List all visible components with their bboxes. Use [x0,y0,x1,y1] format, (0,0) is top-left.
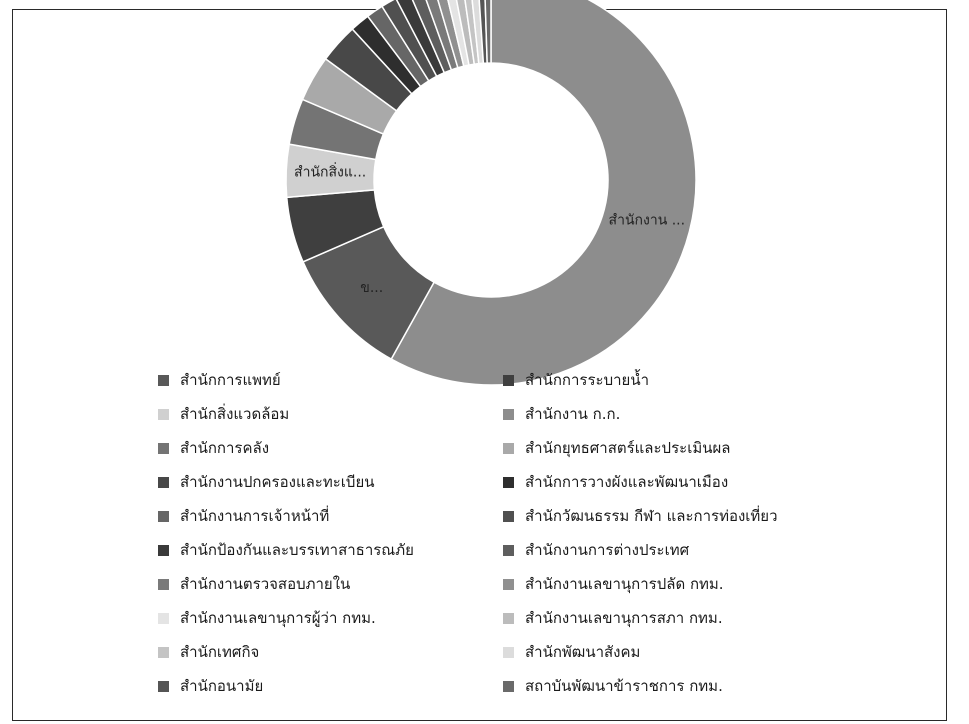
legend-swatch [503,544,514,556]
legend-item: สำนักงานการต่างประเทศ [503,533,838,567]
legend-item: สำนักการแพทย์ [158,363,493,397]
legend-label: สถาบันพัฒนาข้าราชการ กทม. [525,677,723,695]
legend-label: สำนักการแพทย์ [180,371,281,389]
legend-item: สำนักงานการเจ้าหน้าที่ [158,499,493,533]
legend-item: สำนักป้องกันและบรรเทาสาธารณภัย [158,533,493,567]
legend-label: สำนักงานเลขานุการผู้ว่า กทม. [180,609,376,627]
legend-label: สำนักงานเลขานุการปลัด กทม. [525,575,724,593]
legend-item: สำนักยุทธศาสตร์และประเมินผล [503,431,838,465]
legend-item: สำนักงานปกครองและทะเบียน [158,465,493,499]
legend-label: สำนักงานเลขานุการสภา กทม. [525,609,723,627]
legend-swatch [503,612,514,624]
legend-label: สำนักยุทธศาสตร์และประเมินผล [525,439,731,457]
legend-item: สำนักงานเลขานุการผู้ว่า กทม. [158,601,493,635]
legend-label: สำนักการวางผังและพัฒนาเมือง [525,473,729,491]
legend-label: สำนักวัฒนธรรม กีฬา และการท่องเที่ยว [525,507,778,525]
legend-item: สำนักงานเลขานุการสภา กทม. [503,601,838,635]
chart-legend: สำนักการแพทย์ สำนักการระบายน้ำสำนักสิ่งแว… [158,363,878,703]
legend-label: สำนักสิ่งแวดล้อม [180,405,290,423]
legend-swatch [158,408,169,420]
donut-slice [390,0,697,386]
legend-label: สำนักงานตรวจสอบภายใน [180,575,351,593]
legend-label: สำนักงาน ก.ก. [525,405,621,423]
legend-swatch [503,408,514,420]
legend-item: สำนักงานเลขานุการปลัด กทม. [503,567,838,601]
legend-swatch [503,510,514,522]
legend-label: สำนักเทศกิจ [180,643,260,661]
legend-item: สำนักการวางผังและพัฒนาเมือง [503,465,838,499]
legend-item: สำนักการระบายน้ำ [503,363,838,397]
legend-swatch [158,442,169,454]
legend-swatch [158,646,169,658]
donut-slice [484,0,492,64]
legend-swatch [503,476,514,488]
legend-item: สำนักการคลัง [158,431,493,465]
legend-swatch [158,680,169,692]
legend-label: สำนักงานการต่างประเทศ [525,541,690,559]
legend-item: สำนักงานตรวจสอบภายใน [158,567,493,601]
legend-item: สำนักวัฒนธรรม กีฬา และการท่องเที่ยว [503,499,838,533]
legend-swatch [503,578,514,590]
slice-label: สำนักสิ่งแ... [294,163,366,181]
legend-swatch [158,374,169,386]
legend-item: สำนักเทศกิจ [158,635,493,669]
legend-swatch [503,442,514,454]
legend-label: สำนักพัฒนาสังคม [525,643,641,661]
legend-item: สำนักสิ่งแวดล้อม [158,397,493,431]
legend-swatch [503,646,514,658]
legend-swatch [158,544,169,556]
legend-swatch [158,476,169,488]
legend-swatch [503,374,514,386]
legend-item: สำนักพัฒนาสังคม [503,635,838,669]
legend-label: สำนักอนามัย [180,677,264,695]
slice-label: สำนักงาน ... [609,212,686,228]
legend-item: สำนักอนามัย [158,669,493,703]
legend-label: สำนักการคลัง [180,439,270,457]
legend-label: สำนักการระบายน้ำ [525,371,649,389]
legend-label: สำนักงานปกครองและทะเบียน [180,473,375,491]
legend-swatch [503,680,514,692]
slice-label: ข... [360,280,383,296]
legend-swatch [158,510,169,522]
legend-swatch [158,612,169,624]
legend-item: สถาบันพัฒนาข้าราชการ กทม. [503,669,838,703]
legend-item: สำนักงาน ก.ก. [503,397,838,431]
legend-swatch [158,578,169,590]
legend-label: สำนักงานการเจ้าหน้าที่ [180,507,330,525]
legend-label: สำนักป้องกันและบรรเทาสาธารณภัย [180,541,414,559]
